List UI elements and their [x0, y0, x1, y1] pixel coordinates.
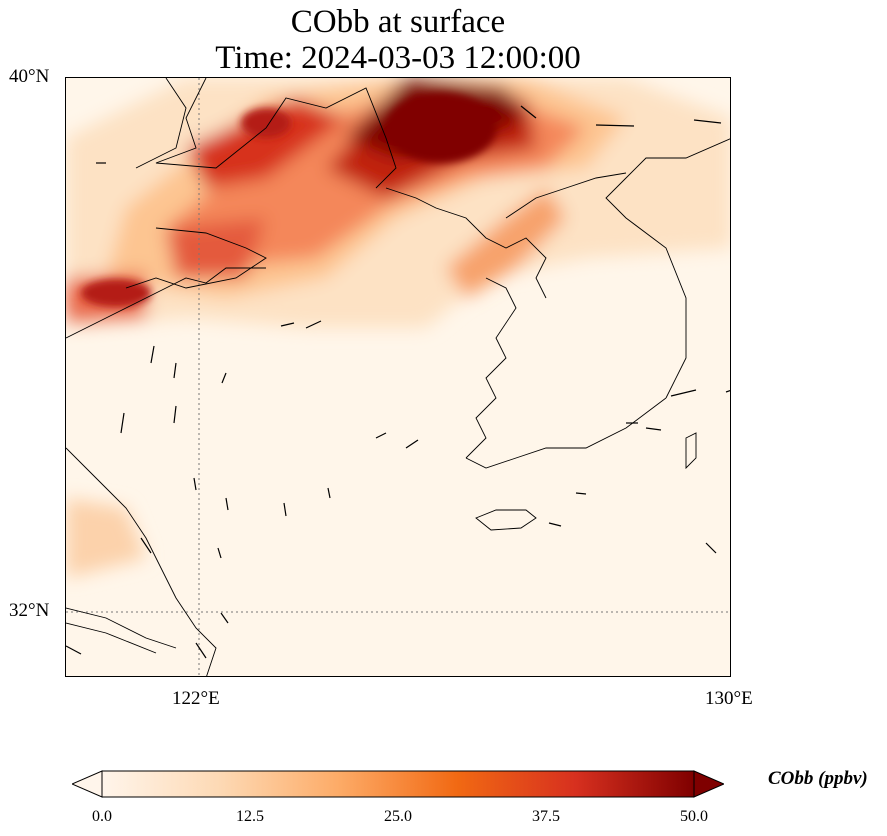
wind-arrow — [193, 477, 197, 491]
wind-arrow — [217, 547, 222, 559]
wind-arrow — [575, 492, 587, 495]
colorbar-gradient — [101, 770, 695, 798]
wind-arrow — [520, 105, 537, 119]
wind-arrow — [225, 497, 229, 511]
wind-arrow — [595, 124, 635, 127]
wind-arrow — [283, 502, 287, 517]
map-title-line2: Time: 2024-03-03 12:00:00 — [215, 40, 581, 76]
colorbar-bar — [72, 770, 724, 798]
coast-korea-south — [465, 397, 667, 469]
wind-arrow — [375, 432, 387, 439]
wind-arrow — [280, 322, 295, 327]
wind-arrow — [645, 427, 662, 431]
wind-arrow — [150, 345, 155, 364]
jeju-island — [475, 509, 537, 531]
wind-arrow — [327, 487, 331, 499]
plume-core-2 — [166, 218, 266, 278]
wind-arrow — [173, 405, 177, 424]
wind-arrow — [220, 612, 229, 624]
coast-korea-west — [465, 277, 517, 459]
hotspot-north — [386, 93, 496, 163]
map-canvas — [66, 78, 730, 676]
wind-arrow — [705, 542, 717, 554]
hotspot-northwest — [241, 108, 291, 138]
wind-arrow — [725, 390, 730, 393]
wind-arrow — [140, 537, 152, 554]
wind-arrow — [548, 522, 562, 527]
hotspot-west — [81, 279, 151, 307]
coast-korea-east — [605, 138, 730, 399]
lat-label-40n: 40°N — [9, 66, 50, 87]
colorbar-extend-max — [693, 770, 724, 798]
plume-band-c — [446, 188, 566, 298]
wind-arrow — [221, 372, 227, 384]
plume-south — [66, 498, 146, 578]
coast-northkorea-west — [385, 187, 547, 299]
colorbar-tick-50: 50.0 — [680, 808, 708, 825]
colorbar-title: CObb (ppbv) — [768, 768, 868, 789]
coast-shandong — [66, 267, 266, 339]
wind-arrow — [120, 412, 125, 434]
map-panel — [65, 77, 731, 677]
wind-arrow — [195, 642, 207, 659]
yangtze-estuary — [66, 607, 177, 654]
gridlines — [66, 78, 730, 676]
dmz-line — [505, 172, 627, 219]
wind-arrow — [305, 320, 322, 329]
wind-arrow — [66, 645, 82, 655]
plume-core-1 — [186, 98, 346, 188]
colorbar-tick-25: 25.0 — [384, 808, 412, 825]
colorbar-tick-37-5: 37.5 — [532, 808, 560, 825]
colorbar-tick-0: 0.0 — [92, 808, 112, 825]
wind-arrow — [670, 389, 697, 397]
tsushima — [685, 432, 697, 470]
coast-china-east — [66, 447, 217, 676]
hotspots — [81, 93, 496, 307]
wind-arrow — [173, 362, 177, 379]
coast-liaoning — [135, 78, 397, 189]
colorbar-extend-min — [72, 770, 103, 798]
wind-vectors — [66, 105, 730, 659]
lat-label-32n: 32°N — [9, 600, 50, 621]
map-title-line1: CObb at surface — [290, 4, 506, 40]
wind-arrow — [405, 439, 419, 449]
lon-label-130e: 130°E — [705, 688, 753, 709]
lon-label-122e: 122°E — [172, 688, 220, 709]
colorbar-tick-12-5: 12.5 — [236, 808, 264, 825]
wind-arrow — [693, 119, 722, 124]
coastlines — [66, 78, 730, 676]
